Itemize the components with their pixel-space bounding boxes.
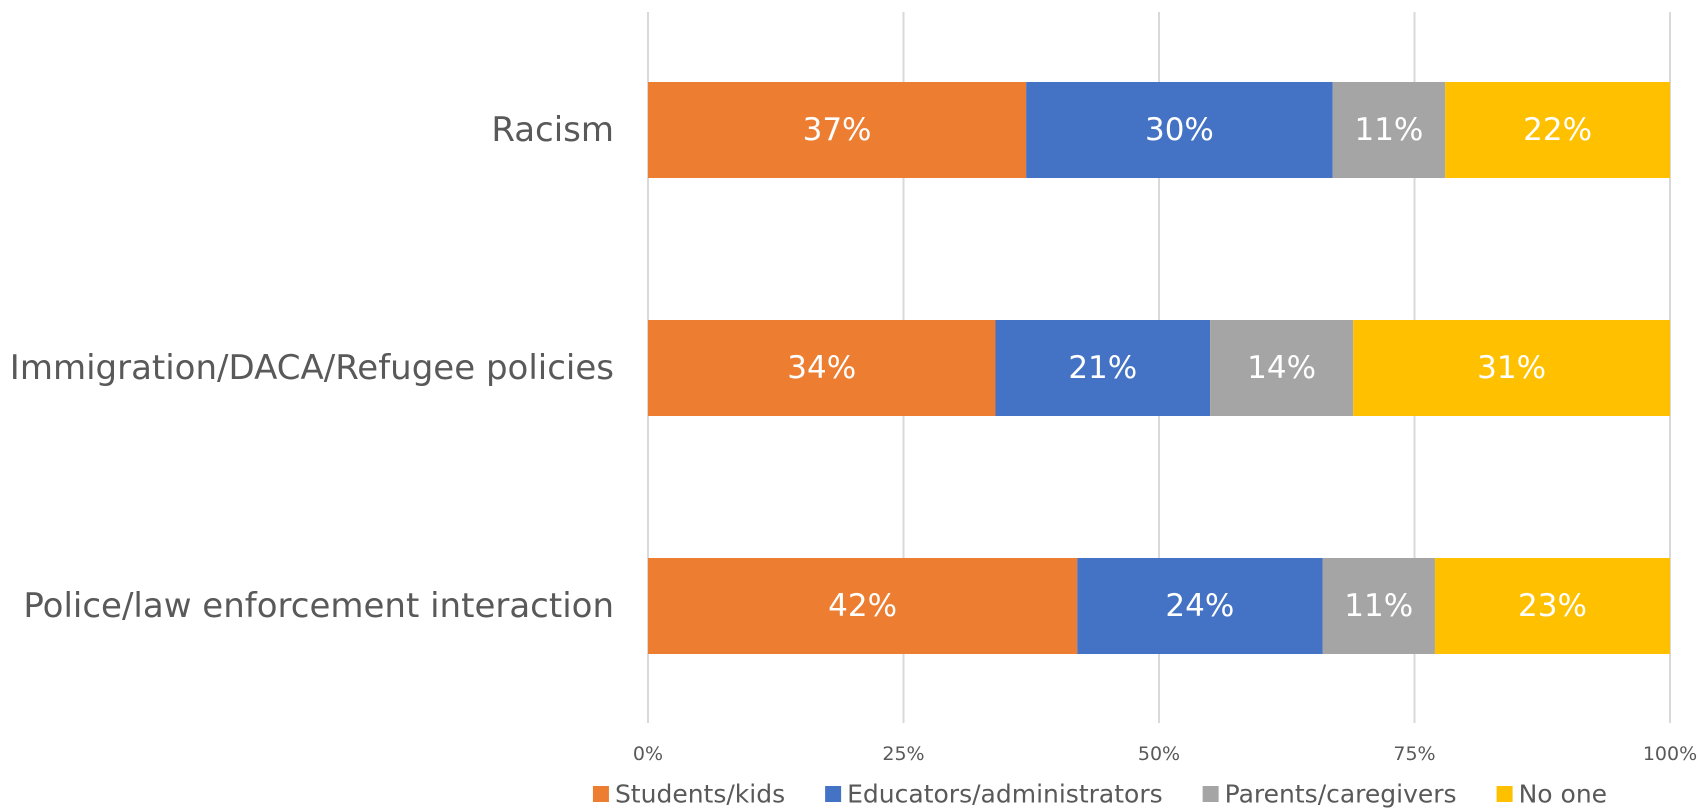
data-label: 34% bbox=[787, 350, 856, 386]
category-label: Police/law enforcement interaction bbox=[23, 586, 614, 626]
legend-swatch bbox=[1496, 786, 1513, 802]
data-label: 24% bbox=[1165, 588, 1234, 624]
data-label: 21% bbox=[1068, 350, 1137, 386]
data-label: 31% bbox=[1477, 350, 1546, 386]
category-label: Racism bbox=[491, 110, 614, 150]
data-label: 30% bbox=[1145, 112, 1214, 148]
bar-educators-administrators-immigration-daca-refugee-policies bbox=[995, 320, 1211, 416]
bar-no-one-police-law-enforcement-interaction bbox=[1434, 558, 1670, 654]
data-label: 11% bbox=[1344, 588, 1413, 624]
legend-item-parents-caregivers: Parents/caregivers bbox=[1202, 780, 1457, 809]
legend: Students/kids Educators/administrators Par… bbox=[592, 780, 1607, 809]
legend-item-no-one: No one bbox=[1496, 780, 1607, 809]
data-label: 22% bbox=[1523, 112, 1592, 148]
bar-students-kids-racism bbox=[648, 82, 1027, 178]
bar-students-kids-police-law-enforcement-interaction bbox=[648, 558, 1078, 654]
legend-swatch bbox=[592, 786, 609, 802]
bar-parents-caregivers-immigration-daca-refugee-policies bbox=[1210, 320, 1354, 416]
bar-educators-administrators-racism bbox=[1026, 82, 1333, 178]
bar-parents-caregivers-racism bbox=[1332, 82, 1446, 178]
legend-label: Students/kids bbox=[615, 780, 785, 809]
legend-swatch bbox=[825, 786, 842, 802]
legend-label: No one bbox=[1519, 780, 1607, 809]
bars: 37% 30% 11% 22% 34% 21% 14% 31% 42% 24% 11% 23% bbox=[648, 82, 1670, 654]
x-tick-label: 50% bbox=[1138, 743, 1180, 765]
data-label: 23% bbox=[1518, 588, 1587, 624]
category-label: Immigration/DACA/Refugee policies bbox=[10, 348, 614, 388]
legend-label: Parents/caregivers bbox=[1225, 780, 1457, 809]
bar-no-one-immigration-daca-refugee-policies bbox=[1353, 320, 1670, 416]
legend-item-students-kids: Students/kids bbox=[592, 780, 785, 809]
x-tick-label: 100% bbox=[1643, 743, 1697, 765]
data-label: 14% bbox=[1247, 350, 1316, 386]
data-label: 42% bbox=[828, 588, 897, 624]
category-labels: Racism Immigration/DACA/Refugee policies P… bbox=[10, 110, 614, 626]
bar-parents-caregivers-police-law-enforcement-interaction bbox=[1322, 558, 1435, 654]
legend-label: Educators/administrators bbox=[847, 780, 1163, 809]
legend-swatch bbox=[1202, 786, 1219, 802]
x-tick-label: 75% bbox=[1393, 743, 1435, 765]
bar-educators-administrators-police-law-enforcement-interaction bbox=[1077, 558, 1323, 654]
x-tick-label: 25% bbox=[882, 743, 924, 765]
legend-item-educators-administrators: Educators/administrators bbox=[825, 780, 1163, 809]
bar-students-kids-immigration-daca-refugee-policies bbox=[648, 320, 996, 416]
x-axis-tick-labels: 0% 25% 50% 75% 100% bbox=[633, 743, 1697, 765]
x-tick-label: 0% bbox=[633, 743, 663, 765]
data-label: 11% bbox=[1354, 112, 1423, 148]
bar-no-one-racism bbox=[1445, 82, 1670, 178]
data-label: 37% bbox=[803, 112, 872, 148]
